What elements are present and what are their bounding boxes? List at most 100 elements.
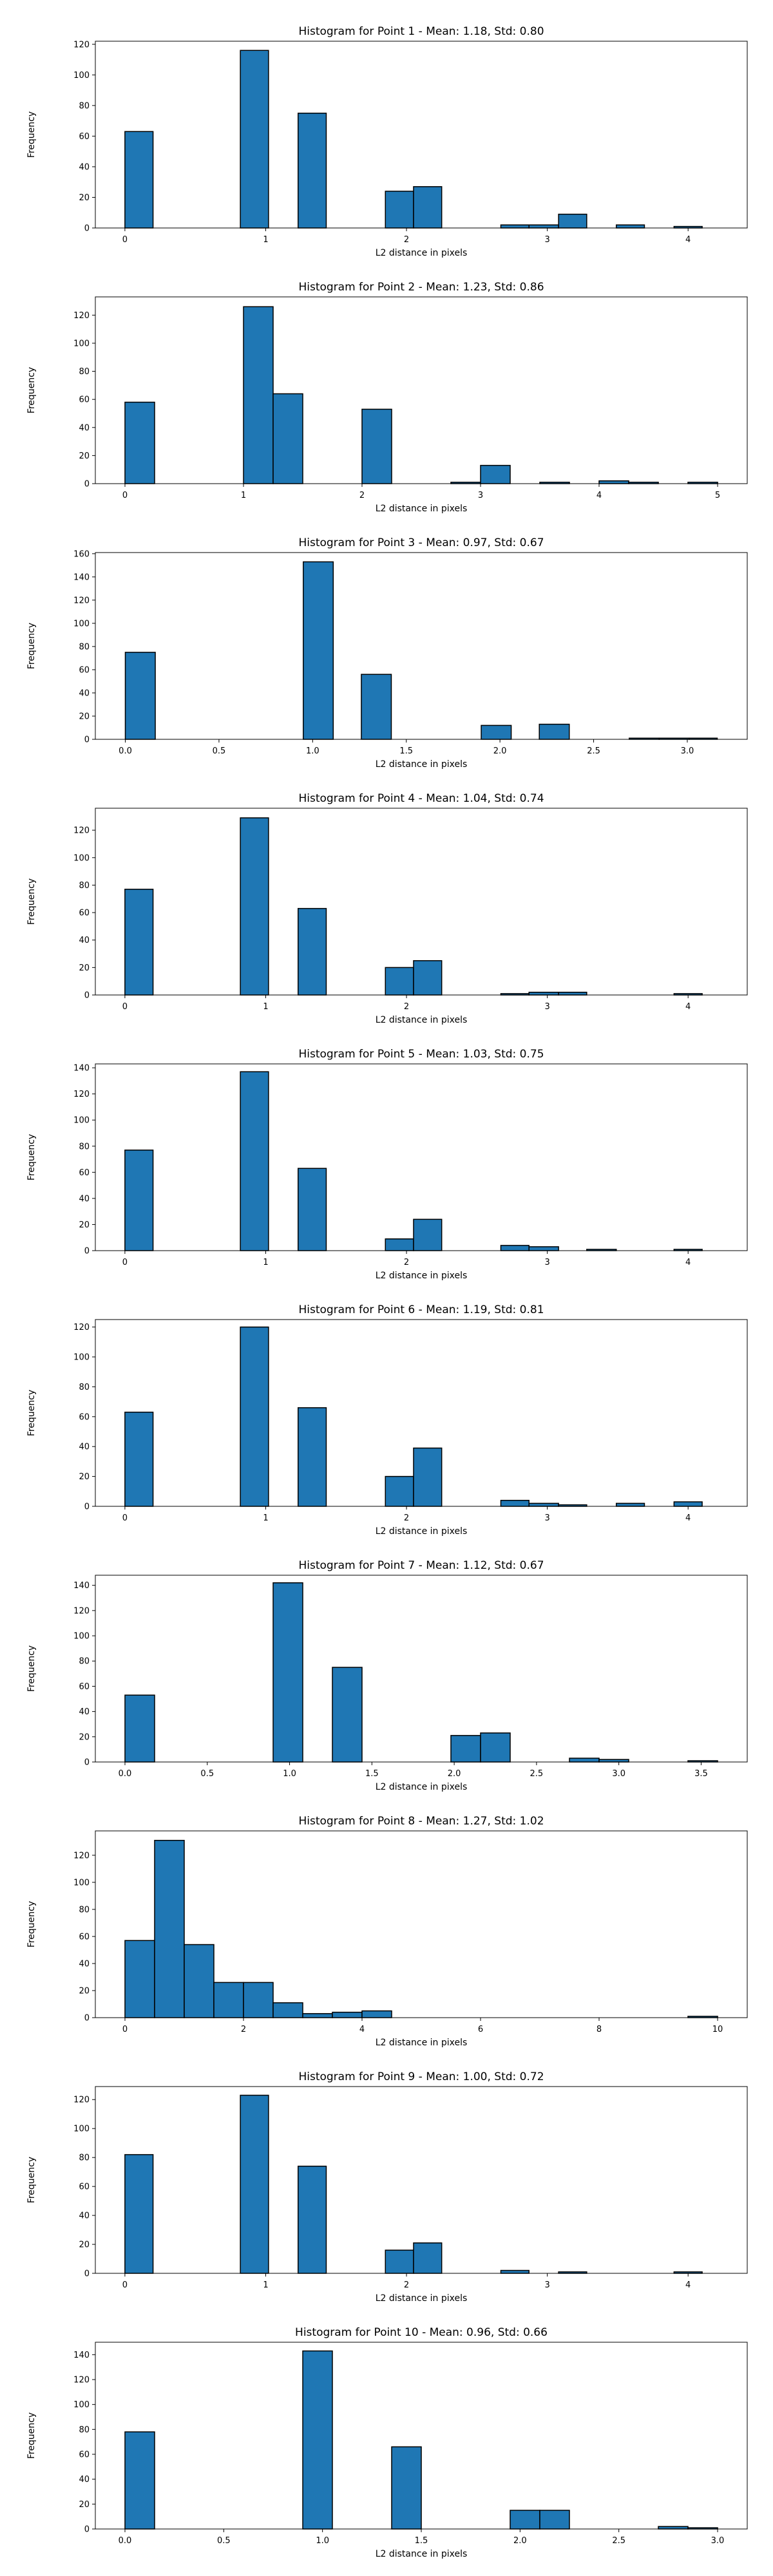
chart-title: Histogram for Point 9 - Mean: 1.00, Std:…	[298, 2070, 544, 2083]
histogram-bar	[272, 2002, 303, 2018]
y-tick-label: 100	[73, 853, 90, 863]
y-axis-label: Frequency	[26, 878, 37, 925]
y-tick-label: 20	[79, 193, 90, 203]
y-tick-label: 80	[79, 642, 90, 652]
y-tick-label: 0	[84, 224, 90, 234]
histogram-bar	[154, 1839, 185, 2018]
y-tick-label: 120	[73, 596, 90, 605]
histogram-bar	[361, 408, 392, 484]
x-tick-label: 3	[544, 1258, 549, 1267]
histogram-bar	[569, 1757, 600, 1763]
histogram-panel-1: Histogram for Point 1 - Mean: 1.18, Std:…	[26, 25, 748, 258]
histogram-bar	[243, 306, 274, 484]
chart-title: Histogram for Point 10 - Mean: 0.96, Std…	[295, 2326, 548, 2339]
x-tick-label: 3	[544, 1002, 549, 1012]
y-tick-label: 100	[73, 1116, 90, 1126]
y-tick-label: 80	[79, 101, 90, 111]
x-tick-label: 3.5	[694, 1769, 708, 1779]
y-tick-label: 0	[84, 1247, 90, 1256]
y-tick-label: 0	[84, 735, 90, 745]
x-tick-label: 1.5	[365, 1769, 379, 1779]
y-axis-label: Frequency	[26, 367, 37, 413]
y-axis-label: Frequency	[26, 2412, 37, 2459]
histogram-bar	[500, 2269, 530, 2274]
x-tick-label: 0	[122, 2280, 128, 2290]
axes-frame	[95, 2086, 748, 2274]
chart-title: Histogram for Point 8 - Mean: 1.27, Std:…	[298, 1815, 544, 1828]
x-tick-label: 2	[404, 2280, 409, 2290]
x-tick-label: 0.5	[217, 2536, 231, 2546]
y-tick-label: 120	[73, 826, 90, 836]
histogram-panel-5: Histogram for Point 5 - Mean: 1.03, Std:…	[26, 1048, 748, 1281]
x-tick-label: 2	[404, 1258, 409, 1267]
x-tick-label: 2	[241, 2025, 246, 2034]
x-tick-label: 2	[359, 491, 365, 500]
y-tick-label: 140	[73, 1581, 90, 1591]
chart-title: Histogram for Point 3 - Mean: 0.97, Std:…	[298, 536, 544, 549]
x-tick-label: 0	[122, 2025, 128, 2034]
x-axis-label: L2 distance in pixels	[376, 759, 468, 770]
y-tick-label: 20	[79, 1472, 90, 1482]
histogram-bar	[385, 1475, 414, 1507]
y-tick-label: 80	[79, 1142, 90, 1151]
x-tick-label: 0.0	[119, 1769, 132, 1779]
x-tick-label: 0	[122, 1002, 128, 1012]
histogram-bar	[658, 2526, 689, 2530]
x-tick-label: 3	[544, 2280, 549, 2290]
histogram-bar	[240, 50, 269, 229]
histogram-panel-2: Histogram for Point 2 - Mean: 1.23, Std:…	[26, 281, 748, 514]
y-tick-label: 100	[73, 339, 90, 348]
y-tick-label: 20	[79, 2500, 90, 2510]
histogram-bar	[615, 224, 645, 229]
x-axis-label: L2 distance in pixels	[376, 2038, 468, 2048]
histogram-bar	[539, 723, 570, 740]
x-tick-label: 1	[263, 2280, 268, 2290]
y-tick-label: 40	[79, 1707, 90, 1717]
y-tick-label: 60	[79, 665, 90, 675]
x-tick-label: 2	[404, 1513, 409, 1523]
x-tick-label: 0	[122, 1258, 128, 1267]
histogram-bar	[558, 991, 587, 996]
x-tick-label: 0	[122, 1513, 128, 1523]
chart-title: Histogram for Point 5 - Mean: 1.03, Std:…	[298, 1048, 544, 1061]
histogram-bar	[481, 724, 512, 740]
histogram-bar	[124, 2431, 155, 2530]
histogram-bar	[302, 2350, 333, 2530]
y-axis-label: Frequency	[26, 623, 37, 669]
axes-frame	[95, 808, 748, 996]
histogram-bar	[413, 1218, 443, 1251]
histogram-bar	[240, 1071, 269, 1251]
chart-title: Histogram for Point 6 - Mean: 1.19, Std:…	[298, 1303, 544, 1316]
x-axis-label: L2 distance in pixels	[376, 2293, 468, 2304]
axes-frame	[95, 1063, 748, 1251]
histogram-bar	[528, 991, 559, 996]
y-tick-label: 40	[79, 688, 90, 698]
chart-title: Histogram for Point 4 - Mean: 1.04, Std:…	[298, 792, 544, 805]
y-tick-label: 120	[73, 311, 90, 321]
x-tick-label: 1.0	[306, 746, 320, 756]
y-tick-label: 60	[79, 1412, 90, 1422]
y-axis-label: Frequency	[26, 1901, 37, 1947]
x-tick-label: 10	[712, 2025, 723, 2034]
y-axis-label: Frequency	[26, 111, 37, 158]
x-axis-label: L2 distance in pixels	[376, 248, 468, 258]
histogram-panel-10: Histogram for Point 10 - Mean: 0.96, Std…	[26, 2326, 748, 2559]
histogram-bar	[361, 674, 392, 740]
histogram-bar	[615, 1502, 645, 1507]
y-tick-label: 100	[73, 1878, 90, 1888]
x-tick-label: 4	[685, 235, 691, 245]
axes-frame	[95, 1830, 748, 2018]
histogram-panel-9: Histogram for Point 9 - Mean: 1.00, Std:…	[26, 2070, 748, 2304]
y-tick-label: 0	[84, 480, 90, 489]
histogram-bar	[450, 1735, 481, 1763]
histogram-bar	[528, 224, 559, 229]
y-tick-label: 120	[73, 40, 90, 50]
y-tick-label: 0	[84, 2269, 90, 2279]
histogram-bar	[673, 1501, 703, 1507]
x-tick-label: 0.5	[200, 1769, 214, 1779]
y-tick-label: 120	[73, 1851, 90, 1861]
y-tick-label: 0	[84, 1502, 90, 1512]
y-tick-label: 80	[79, 881, 90, 891]
y-tick-label: 40	[79, 2211, 90, 2221]
x-axis-label: L2 distance in pixels	[376, 1271, 468, 1281]
